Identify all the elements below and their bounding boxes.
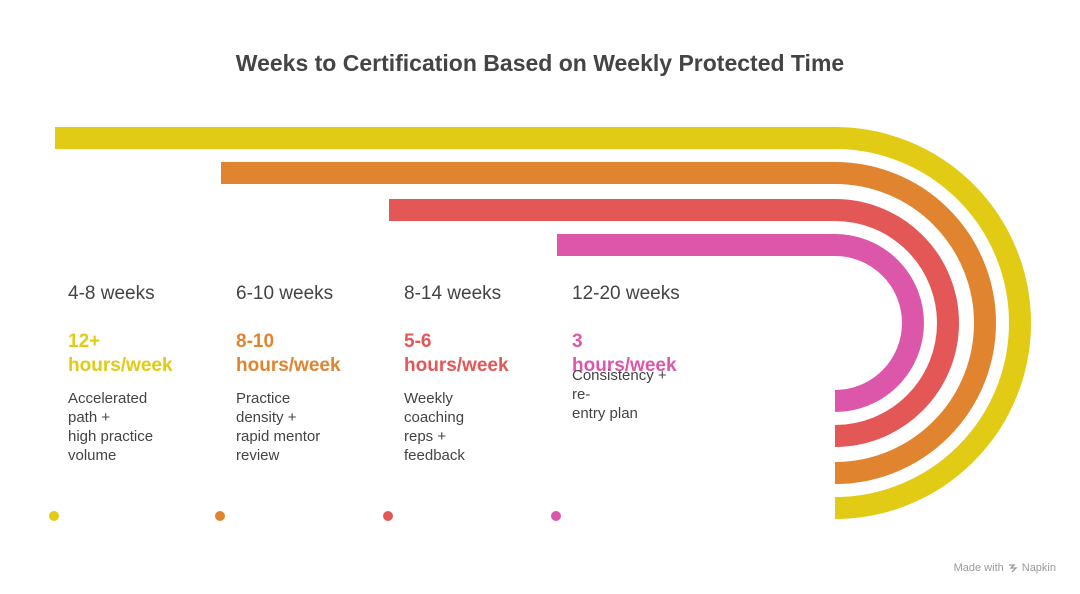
tier3-dot: [383, 511, 393, 521]
tier-hours: 8-10 hours/week: [236, 330, 341, 378]
watermark-brand: Napkin: [1021, 562, 1056, 574]
tier-hours: 12+ hours/week: [68, 330, 173, 378]
diagram-title: Weeks to Certification Based on Weekly P…: [235, 50, 845, 76]
tier-duration: 4-8 weeks: [68, 283, 155, 304]
tier-desc-line1: Weekly coaching: [404, 390, 465, 426]
tier-hours-line1: 8-10: [236, 331, 275, 352]
tier-hours-line2: hours/week: [68, 355, 173, 376]
tier-hours-line2: hours/week: [236, 355, 341, 376]
tier-description: Accelerated path + high practice volume: [68, 389, 155, 465]
tier2-dot: [215, 511, 225, 521]
tier-desc-line2: high practice volume: [68, 428, 154, 464]
tier-column-1: 4-8 weeks 12+ hours/week Accelerated pat…: [68, 282, 173, 464]
napkin-watermark: Made with Napkin: [954, 562, 1056, 574]
band-tier3: [389, 199, 959, 447]
tier-duration: 8-14 weeks: [404, 283, 502, 304]
tier1-dot: [49, 511, 59, 521]
tier-duration: 6-10 weeks: [236, 283, 334, 304]
band-tier1: [55, 127, 1031, 519]
tier-hours: 3 hours/week: [572, 330, 680, 378]
watermark-prefix: Made with: [953, 562, 1004, 574]
band-tier2: [221, 162, 996, 484]
tier-hours-line2: hours/week: [404, 355, 509, 376]
tier-desc-line2: rapid mentor review: [236, 428, 321, 464]
tier-description: Consistency + re- entry plan: [572, 366, 680, 423]
tier-desc-line2: entry plan: [572, 405, 638, 422]
tier-column-2: 6-10 weeks 8-10 hours/week Practice dens…: [236, 282, 341, 464]
tier4-dot: [551, 511, 561, 521]
tier-hours-line1: 3 hours/week: [572, 331, 677, 376]
tier-desc-line2: reps + feedback: [404, 428, 465, 464]
tier-desc-line1: Consistency + re-: [572, 367, 667, 403]
tier-column-4: 12-20 weeks 3 hours/week Consistency + r…: [572, 282, 680, 422]
napkin-logo-icon: [1008, 564, 1018, 573]
tier-hours-line1: 12+: [68, 331, 101, 352]
tier-desc-line1: Practice density +: [236, 390, 297, 426]
tier-desc-line1: Accelerated path +: [68, 390, 148, 426]
tier-duration: 12-20 weeks: [572, 283, 680, 304]
tier-hours-line1: 5-6: [404, 331, 432, 352]
tier-description: Weekly coaching reps + feedback: [404, 389, 501, 465]
tier-hours: 5-6 hours/week: [404, 330, 509, 378]
band-tier4: [557, 234, 924, 412]
tier-description: Practice density + rapid mentor review: [236, 389, 333, 465]
tier-column-3: 8-14 weeks 5-6 hours/week Weekly coachin…: [404, 282, 509, 464]
